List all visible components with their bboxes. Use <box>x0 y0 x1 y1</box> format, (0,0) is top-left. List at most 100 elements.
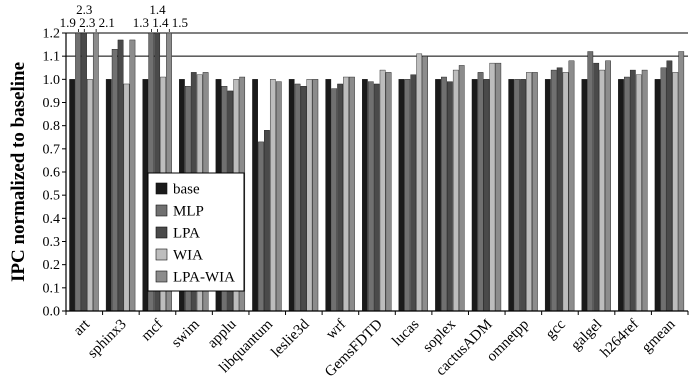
bar-base-gemsfdtd <box>362 79 368 312</box>
bar-lpa-sphinx3 <box>117 39 124 312</box>
y-tick-label: 0.1 <box>43 281 61 296</box>
bar-mlp-galgel <box>587 51 594 312</box>
bar-mlp-omnetpp <box>514 79 520 312</box>
bar-lpa-gemsfdtd <box>373 83 380 312</box>
annotation-top-label: 2.3 <box>76 2 92 17</box>
annotations: 2.31.9 2.3 2.1 1.41.3 1.4 1.5 <box>60 2 188 32</box>
bar-base-leslie3d <box>288 79 295 312</box>
y-tick-label: 0.9 <box>43 96 61 111</box>
bar-wia-leslie3d <box>306 79 313 312</box>
legend-swatch-mlp <box>155 204 168 217</box>
x-tick-label: art <box>71 316 94 339</box>
bar-lpa-wia-gemsfdtd <box>385 72 392 312</box>
x-tick-label: leslie3d <box>268 316 313 361</box>
bar-wia-art <box>87 79 93 312</box>
bar-mlp-lucas <box>404 79 411 312</box>
x-tick-label: swim <box>169 316 204 351</box>
bar-wia-h264ref <box>635 74 642 312</box>
bar-lpa-wia-leslie3d <box>312 79 319 312</box>
bar-mlp-leslie3d <box>294 83 301 312</box>
bar-lpa-wia-sphinx3 <box>129 39 136 312</box>
annotation-row-label: 1.9 2.3 2.1 <box>60 15 115 30</box>
bar-base-omnetpp <box>508 79 515 312</box>
bar-wia-libquantum <box>269 79 276 312</box>
bar-wia-lucas <box>416 53 423 312</box>
bar-lpa-wia-libquantum <box>275 81 282 312</box>
legend-swatch-lpa-wia <box>155 270 168 283</box>
x-tick-label: mcf <box>138 317 166 345</box>
bar-base-art <box>69 79 76 312</box>
bar-lpa-wia-gcc <box>568 60 575 312</box>
y-tick-label: 0.3 <box>43 235 61 250</box>
bar-wia-gmean <box>672 72 679 312</box>
bar-lpa-wia-h264ref <box>641 69 648 312</box>
bar-lpa-art <box>81 32 87 312</box>
bar-base-h264ref <box>618 79 624 312</box>
annotation-top-label: 1.4 <box>149 2 166 17</box>
bar-mlp-gemsfdtd <box>367 81 374 312</box>
bar-lpa-gcc <box>556 67 563 312</box>
bar-base-galgel <box>581 79 588 312</box>
bar-base-mcf <box>142 79 149 312</box>
bar-lpa-wia-cactusadm <box>495 62 502 312</box>
bar-lpa-omnetpp <box>520 79 526 312</box>
legend-label-lpa-wia: LPA-WIA <box>173 270 235 286</box>
legend-label-base: base <box>173 182 200 198</box>
y-tick-label: 0.0 <box>43 305 61 320</box>
bar-lpa-wia-omnetpp <box>532 72 538 312</box>
bar-wia-sphinx3 <box>123 83 130 312</box>
x-tick-label: lucas <box>389 316 422 349</box>
y-tick-label: 1.1 <box>43 50 61 65</box>
bar-base-wrf <box>325 79 332 312</box>
bar-lpa-wia-lucas <box>422 55 428 312</box>
bar-lpa-wrf <box>337 83 343 312</box>
legend-swatch-base <box>155 182 168 195</box>
bar-lpa-wia-galgel <box>605 60 611 312</box>
x-tick-label: gmean <box>639 316 679 356</box>
bar-base-gmean <box>654 79 661 312</box>
bar-wia-soplex <box>452 69 459 312</box>
bar-mlp-wrf <box>331 88 338 312</box>
bar-mlp-gcc <box>550 69 557 312</box>
bar-base-soplex <box>435 79 441 312</box>
x-tick-label: wrf <box>323 317 349 343</box>
bar-lpa-leslie3d <box>300 86 307 312</box>
bar-lpa-wia-soplex <box>458 65 465 312</box>
bar-wia-gcc <box>562 72 569 312</box>
y-tick-label: 0.5 <box>43 189 61 204</box>
y-tick-label: 1.2 <box>43 27 61 42</box>
bar-lpa-gmean <box>666 60 673 312</box>
annotation-row-label: 1.3 1.4 1.5 <box>133 15 188 30</box>
bar-mlp-h264ref <box>624 76 630 312</box>
bar-lpa-galgel <box>593 62 600 312</box>
y-axis-label: IPC normalized to baseline <box>8 62 29 282</box>
bar-lpa-soplex <box>447 81 453 312</box>
y-tick-label: 1.0 <box>43 73 61 88</box>
y-tick-label: 0.4 <box>43 212 61 227</box>
bar-base-sphinx3 <box>105 79 112 312</box>
x-tick-label: gcc <box>543 316 569 342</box>
bar-mlp-gmean <box>660 67 667 312</box>
legend: base MLP LPA WIA LPA-WIA <box>147 172 245 292</box>
bar-wia-gemsfdtd <box>379 69 386 312</box>
legend-label-mlp: MLP <box>173 204 204 220</box>
bar-lpa-h264ref <box>629 69 636 312</box>
y-axis: 0.0 0.1 0.2 0.3 0.4 0.5 0.6 0.7 0.8 0.9 1.0 1.1 1.2 <box>43 27 67 320</box>
bar-mlp-libquantum <box>258 141 264 312</box>
bar-wia-cactusadm <box>489 62 496 312</box>
bar-lpa-wia-gmean <box>678 51 685 312</box>
y-tick-label: 0.6 <box>43 166 61 181</box>
legend-label-wia: WIA <box>173 248 203 264</box>
y-tick-label: 0.2 <box>43 258 61 273</box>
bar-base-gcc <box>544 79 551 312</box>
bar-wia-wrf <box>343 76 349 312</box>
bar-lpa-wia-art <box>92 32 99 312</box>
bar-mlp-cactusadm <box>477 72 484 312</box>
bar-mlp-sphinx3 <box>111 49 118 312</box>
x-tick-label: sphinx3 <box>85 317 130 362</box>
legend-label-lpa: LPA <box>173 226 200 242</box>
bar-wia-galgel <box>599 69 606 312</box>
bar-base-libquantum <box>252 79 258 312</box>
